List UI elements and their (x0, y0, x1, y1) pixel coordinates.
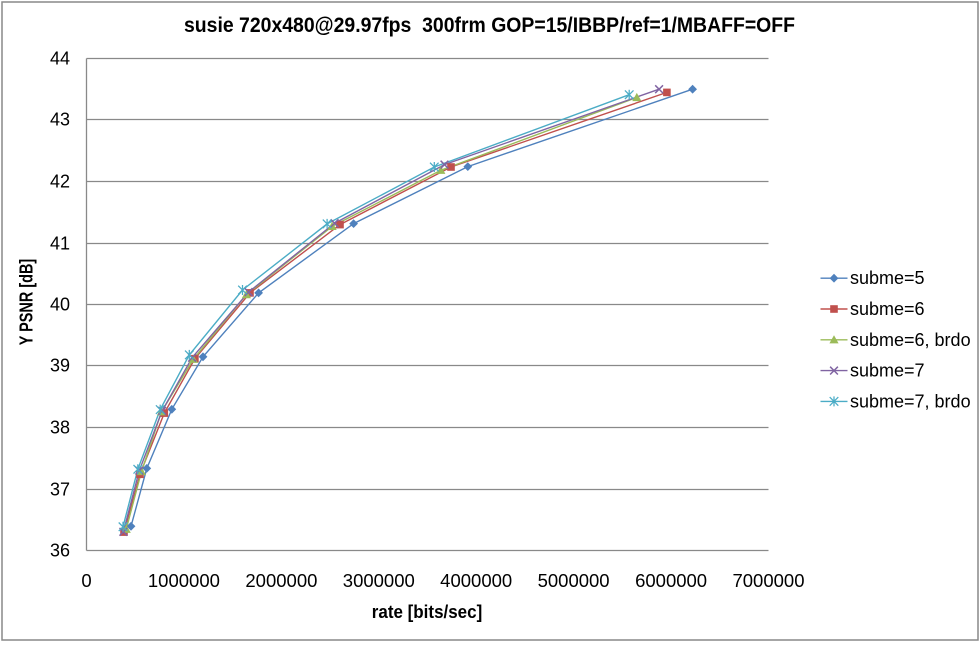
svg-text:rate [bits/sec]: rate [bits/sec] (372, 602, 483, 622)
svg-text:43: 43 (50, 110, 70, 130)
svg-text:subme=7, brdo: subme=7, brdo (850, 391, 971, 411)
svg-text:41: 41 (50, 234, 70, 254)
svg-text:3000000: 3000000 (343, 570, 415, 591)
svg-text:5000000: 5000000 (538, 570, 610, 591)
svg-text:subme=6, brdo: subme=6, brdo (850, 330, 971, 350)
svg-text:37: 37 (50, 480, 70, 500)
svg-text:subme=6: subme=6 (850, 299, 925, 319)
svg-text:0: 0 (81, 570, 91, 591)
svg-text:subme=7: subme=7 (850, 361, 925, 381)
svg-text:4000000: 4000000 (440, 570, 512, 591)
svg-text:36: 36 (50, 541, 70, 561)
svg-text:2000000: 2000000 (245, 570, 317, 591)
svg-text:1000000: 1000000 (148, 570, 220, 591)
svg-text:42: 42 (50, 172, 70, 192)
svg-text:44: 44 (50, 49, 70, 69)
svg-text:38: 38 (50, 418, 70, 438)
svg-text:subme=5: subme=5 (850, 268, 925, 288)
svg-text:susie 720x480@29.97fps 300frm: susie 720x480@29.97fps 300frm GOP=15/IBB… (184, 14, 795, 37)
svg-text:7000000: 7000000 (732, 570, 804, 591)
svg-text:40: 40 (50, 295, 70, 315)
svg-text:Y PSNR [dB]: Y PSNR [dB] (17, 259, 37, 346)
svg-text:39: 39 (50, 356, 70, 376)
svg-text:6000000: 6000000 (635, 570, 707, 591)
